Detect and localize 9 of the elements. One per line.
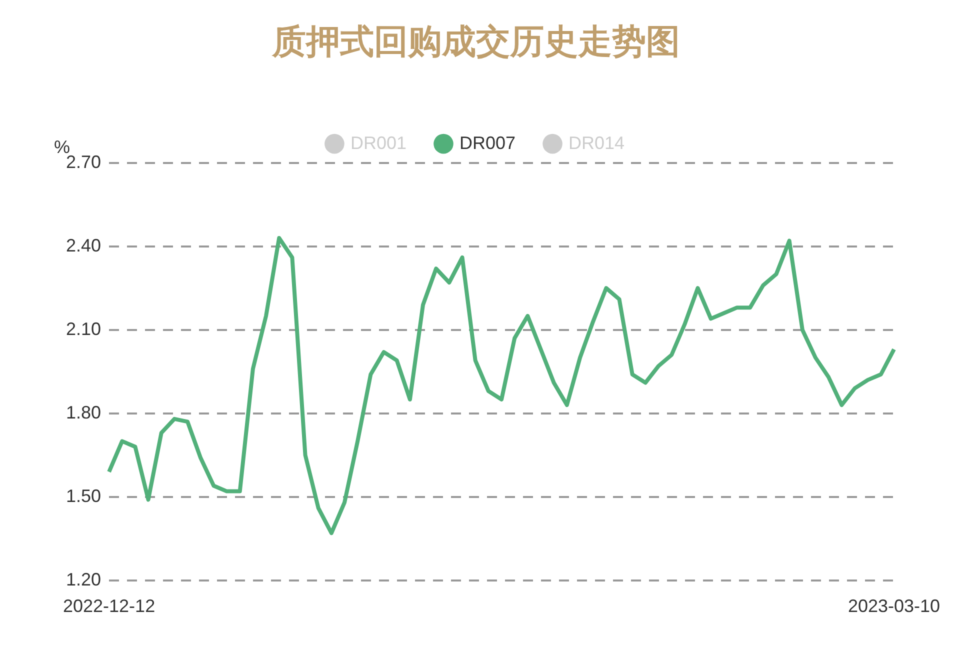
y-tick-label: 1.80 [66, 402, 102, 422]
chart-title: 质押式回购成交历史走势图 [271, 22, 680, 62]
y-tick-label: 1.50 [66, 486, 102, 506]
x-tick-label: 2023-03-10 [848, 596, 940, 616]
y-tick-label: 1.20 [66, 569, 102, 590]
legend-label: DR007 [459, 132, 516, 153]
y-tick-label: 2.10 [66, 318, 102, 339]
y-tick-label: 2.40 [66, 235, 102, 256]
x-tick-label: 2022-12-12 [62, 596, 156, 616]
